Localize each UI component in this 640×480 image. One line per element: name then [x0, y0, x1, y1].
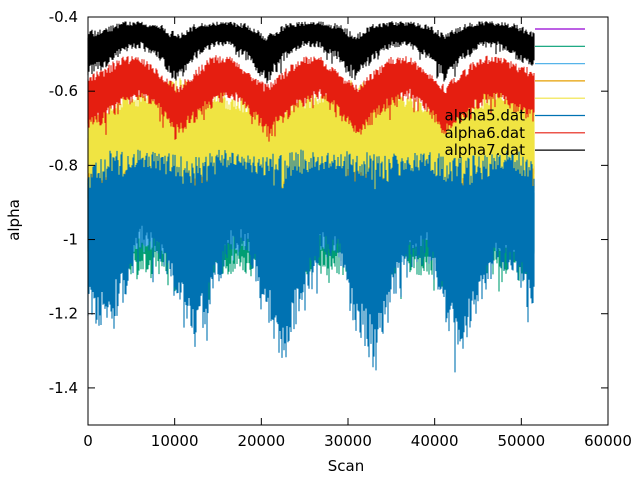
y-tick-label: -1.4 [49, 379, 78, 397]
x-tick-label: 10000 [151, 432, 199, 450]
y-tick-label: -1 [63, 231, 78, 249]
x-tick-label: 20000 [237, 432, 285, 450]
legend-label: alpha6.dat [445, 124, 526, 142]
series-layer [87, 21, 535, 373]
x-tick-label: 50000 [497, 432, 545, 450]
legend-label: alpha7.dat [445, 141, 526, 159]
x-tick-label: 40000 [411, 432, 459, 450]
legend-entry-7: alpha6.dat [445, 124, 585, 142]
legend-entry-6: alpha5.dat [445, 107, 585, 125]
x-tick-label: 60000 [584, 432, 632, 450]
y-tick-label: -0.8 [49, 156, 78, 174]
y-axis-label: alpha [5, 199, 23, 241]
y-tick-label: -0.4 [49, 8, 78, 26]
x-tick-label: 0 [83, 432, 93, 450]
x-axis-label: Scan [328, 457, 364, 475]
y-tick-label: -0.6 [49, 82, 78, 100]
y-tick-label: -1.2 [49, 305, 78, 323]
ticks-layer: 0 10000 20000 30000 40000 50000 60000 -1.4 -1.2 -… [49, 8, 632, 450]
legend-label: alpha5.dat [445, 107, 526, 125]
legend-entry-8: alpha7.dat [445, 141, 585, 159]
x-tick-label: 30000 [324, 432, 372, 450]
